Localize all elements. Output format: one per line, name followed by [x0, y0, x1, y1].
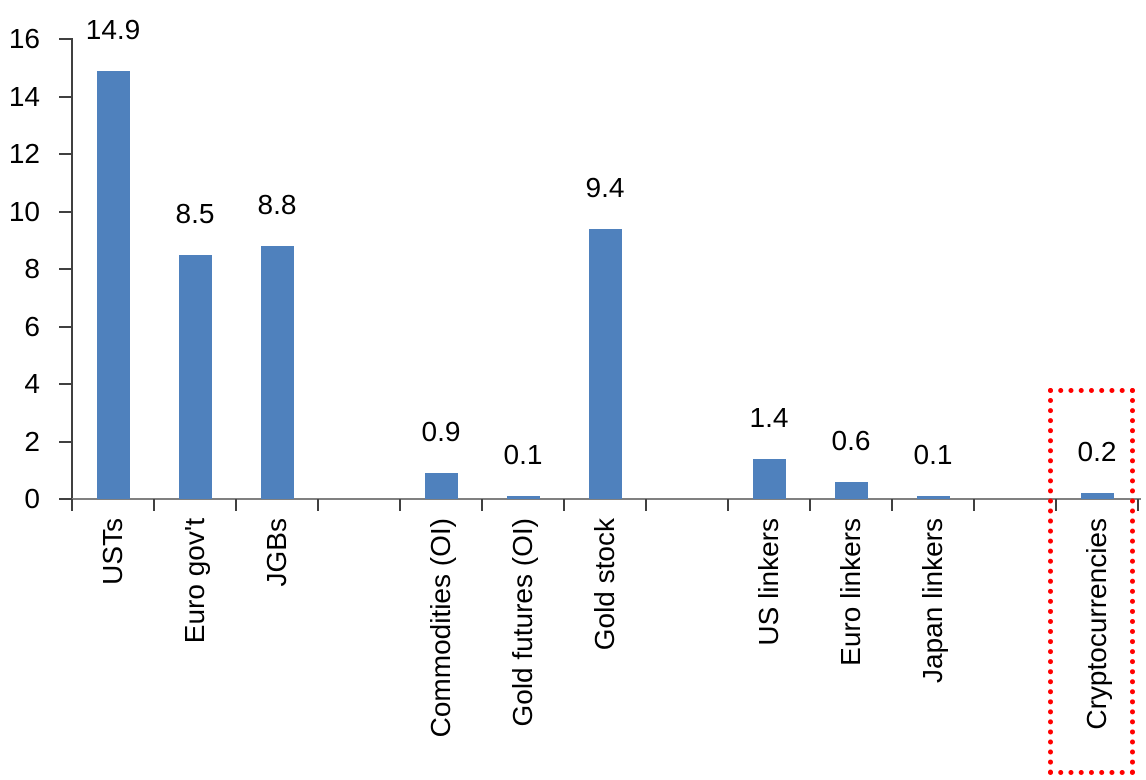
y-axis-tick [59, 96, 72, 98]
y-axis-tick [59, 268, 72, 270]
bar-jgbs [260, 246, 294, 499]
x-axis-tick [71, 499, 73, 511]
bar-us-linkers [752, 459, 786, 499]
y-axis-tick-label: 2 [24, 426, 40, 457]
bar-cryptocurrencies [1080, 493, 1114, 499]
bar-japan-linkers [916, 496, 950, 499]
value-label-us-linkers: 1.4 [749, 402, 789, 433]
category-label-commodities-oi: Commodities (OI) [425, 518, 456, 738]
x-axis-tick [973, 499, 975, 511]
y-axis-tick [59, 38, 72, 40]
y-axis-tick [59, 498, 72, 500]
x-axis-tick [481, 499, 483, 511]
highlight-box [1048, 388, 1135, 775]
y-axis-tick-label: 0 [24, 483, 40, 514]
category-label-gold-futures-oi: Gold futures (OI) [507, 518, 538, 727]
y-axis-tick [59, 326, 72, 328]
y-axis-tick-label: 12 [8, 138, 40, 169]
category-label-japan-linkers: Japan linkers [917, 518, 948, 683]
y-axis-tick [59, 153, 72, 155]
y-axis-tick [59, 383, 72, 385]
x-axis-line [71, 498, 1141, 500]
value-label-usts: 14.9 [85, 14, 141, 45]
value-label-euro-linkers: 0.6 [831, 425, 871, 456]
x-axis-tick [317, 499, 319, 511]
y-axis-tick-label: 16 [8, 23, 40, 54]
bar-commodities-oi [424, 473, 458, 499]
x-axis-tick [1055, 499, 1057, 511]
y-axis-tick-label: 4 [24, 368, 40, 399]
value-label-gold-futures-oi: 0.1 [503, 439, 543, 470]
value-label-euro-gov-t: 8.5 [175, 198, 215, 229]
y-axis-tick [59, 211, 72, 213]
y-axis-tick-label: 8 [24, 253, 40, 284]
bar-usts [96, 71, 130, 499]
x-axis-tick [399, 499, 401, 511]
x-axis-tick [727, 499, 729, 511]
bar-gold-stock [588, 229, 622, 499]
value-label-cryptocurrencies: 0.2 [1077, 436, 1117, 467]
category-label-gold-stock: Gold stock [589, 518, 620, 651]
x-axis-tick [235, 499, 237, 511]
category-label-jgbs: JGBs [261, 518, 292, 587]
bar-euro-linkers [834, 482, 868, 499]
category-label-euro-gov-t: Euro gov't [179, 518, 210, 644]
category-label-us-linkers: US linkers [753, 518, 784, 646]
value-label-gold-stock: 9.4 [585, 172, 625, 203]
y-axis-line [71, 38, 73, 499]
x-axis-tick [1137, 499, 1139, 511]
y-axis-tick-label: 14 [8, 81, 40, 112]
category-label-euro-linkers: Euro linkers [835, 518, 866, 666]
y-axis-tick-label: 10 [8, 196, 40, 227]
category-label-usts: USTs [97, 518, 128, 585]
value-label-jgbs: 8.8 [257, 189, 297, 220]
x-axis-tick [153, 499, 155, 511]
x-axis-tick [809, 499, 811, 511]
value-label-japan-linkers: 0.1 [913, 439, 953, 470]
x-axis-tick [645, 499, 647, 511]
y-axis-tick-label: 6 [24, 311, 40, 342]
y-axis-tick [59, 441, 72, 443]
bar-euro-gov-t [178, 255, 212, 499]
value-label-commodities-oi: 0.9 [421, 416, 461, 447]
x-axis-tick [891, 499, 893, 511]
x-axis-tick [563, 499, 565, 511]
bar-gold-futures-oi [506, 496, 540, 499]
